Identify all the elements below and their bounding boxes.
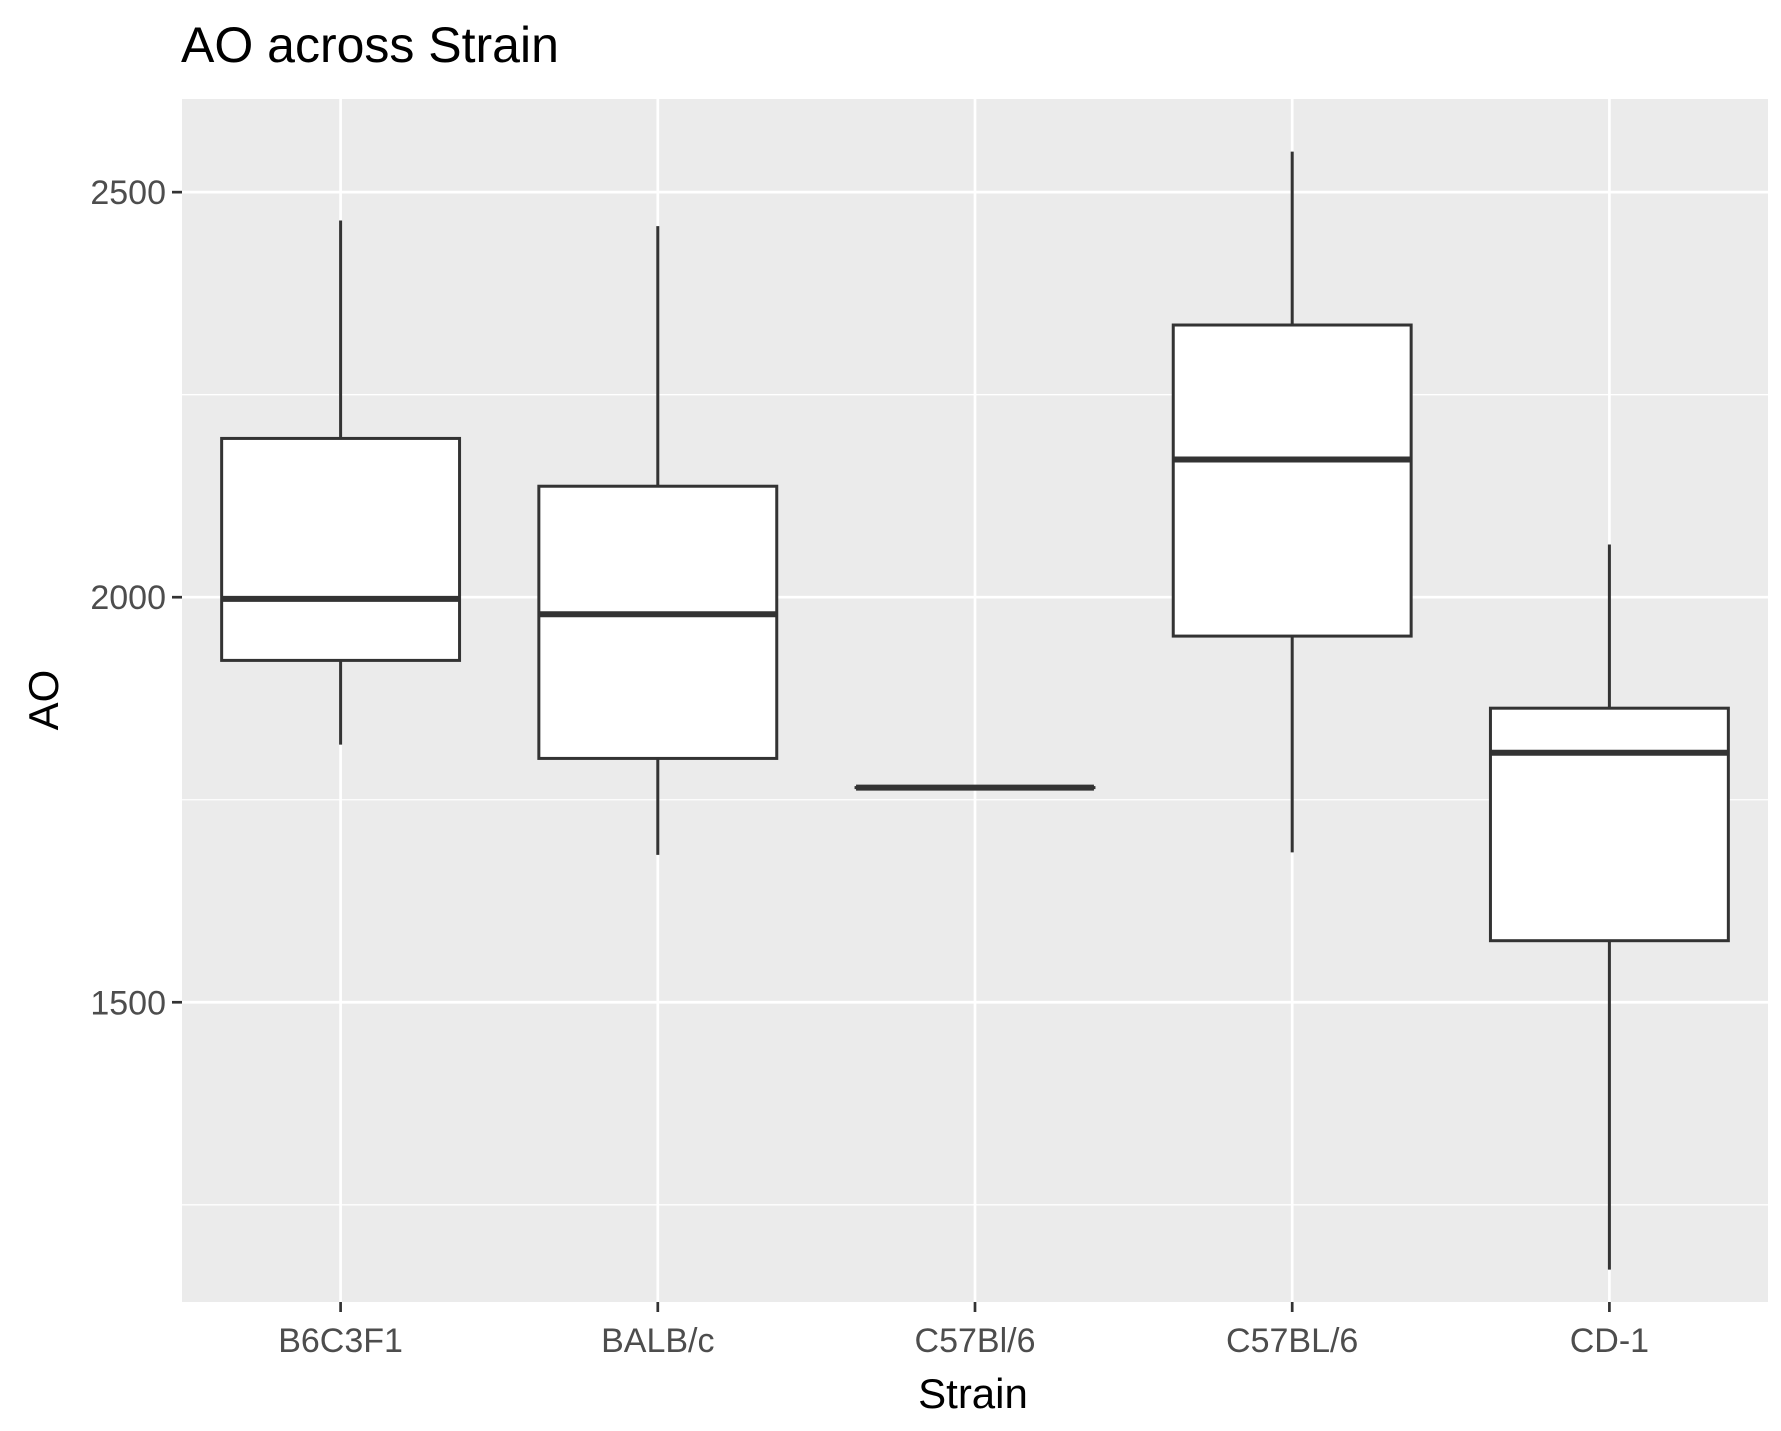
y-axis-title: AO	[20, 670, 67, 731]
x-tick-label: C57BL/6	[1226, 1322, 1358, 1360]
x-tick-label: BALB/c	[601, 1322, 714, 1360]
y-tick-label: 2000	[90, 579, 166, 617]
x-tick-label: B6C3F1	[278, 1322, 403, 1360]
x-axis: B6C3F1 BALB/c C57Bl/6 C57BL/6 CD-1	[278, 1302, 1649, 1360]
y-axis: 1500 2000 2500	[90, 174, 182, 1022]
box-cd-1	[1488, 544, 1730, 1270]
box-iqr	[220, 436, 462, 662]
y-tick-label: 2500	[90, 174, 166, 212]
chart-title: AO across Strain	[181, 17, 559, 73]
x-tick-label: C57Bl/6	[915, 1322, 1036, 1360]
y-tick-label: 1500	[90, 984, 166, 1022]
box-balb-c	[537, 226, 779, 855]
box-iqr	[1488, 706, 1730, 943]
box-b6c3f1	[220, 220, 462, 745]
x-tick-label: CD-1	[1570, 1322, 1649, 1360]
box-iqr	[537, 484, 779, 760]
x-axis-title: Strain	[918, 1370, 1028, 1417]
box-iqr	[1171, 323, 1413, 638]
box-series	[220, 151, 1730, 1270]
box-c57bl-6	[1171, 151, 1413, 853]
